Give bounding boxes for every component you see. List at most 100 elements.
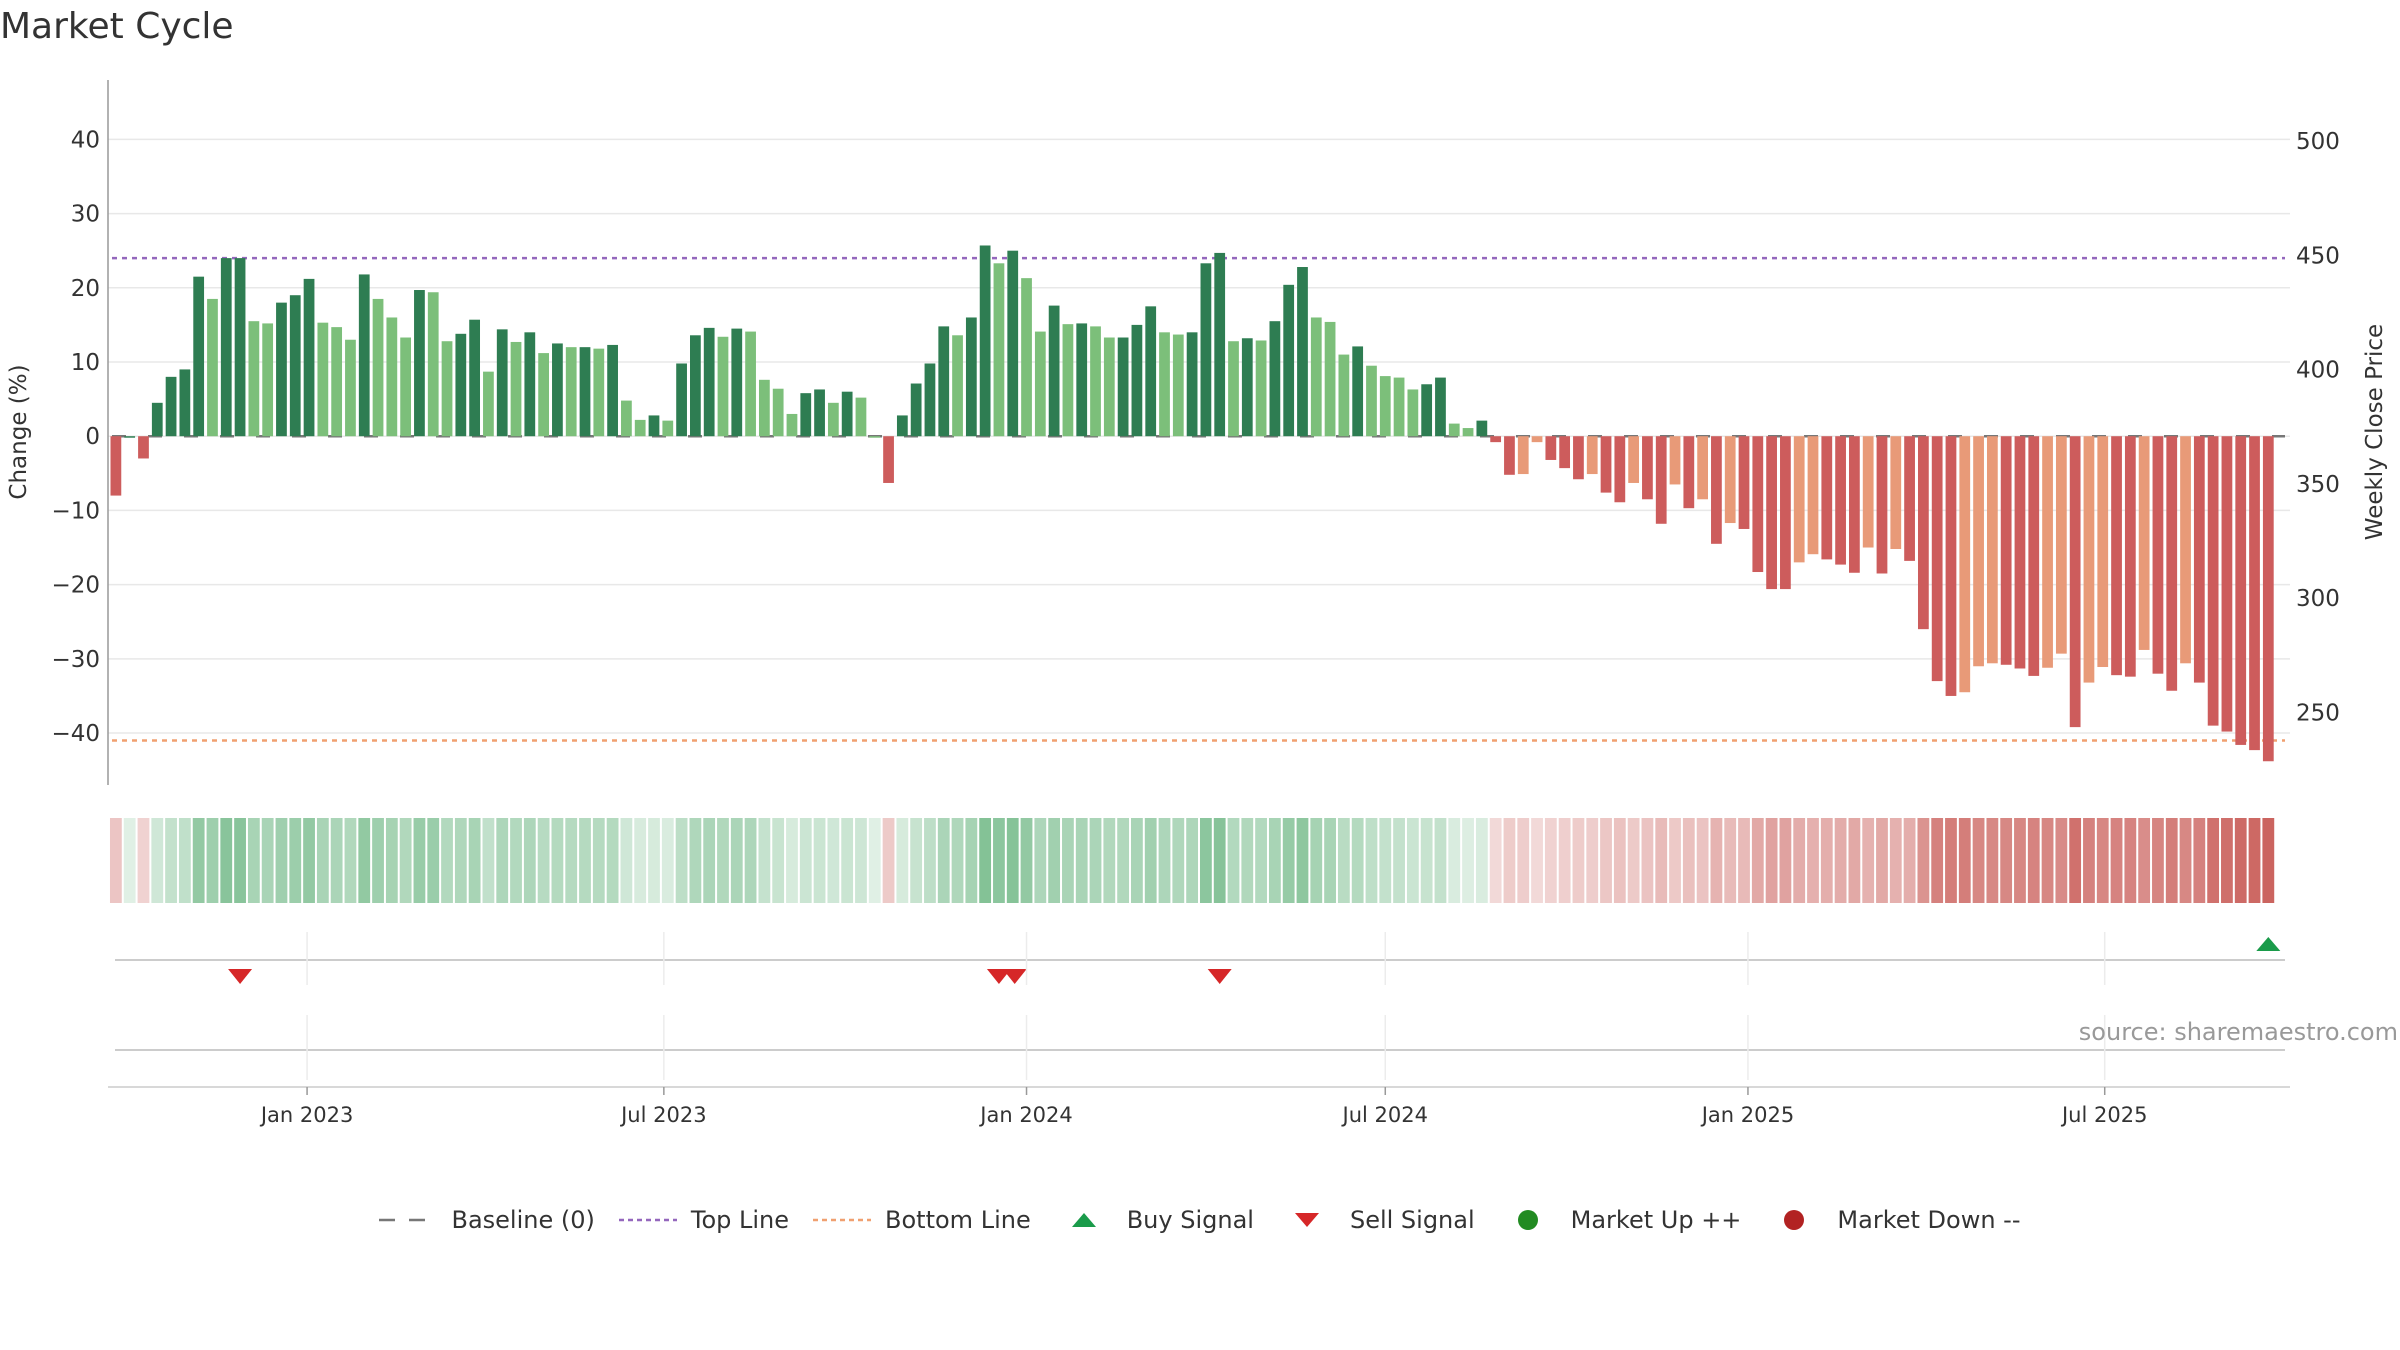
heat-cell bbox=[1434, 818, 1447, 903]
heat-cell bbox=[1406, 818, 1419, 903]
circle-red-icon bbox=[1765, 1208, 1823, 1232]
legend-label: Top Line bbox=[690, 1206, 790, 1234]
heat-cell bbox=[1475, 818, 1488, 903]
heat-cell bbox=[109, 818, 122, 903]
heat-cell bbox=[468, 818, 481, 903]
bar bbox=[2083, 436, 2095, 683]
heat-cell bbox=[2262, 818, 2275, 903]
heat-cell bbox=[1462, 818, 1474, 903]
bar bbox=[469, 319, 481, 437]
heat-cell bbox=[2152, 818, 2164, 903]
heat-cell bbox=[427, 818, 440, 903]
heat-cell bbox=[924, 818, 936, 903]
bar bbox=[2097, 436, 2109, 668]
heat-cell bbox=[2234, 818, 2247, 903]
heat-cell bbox=[482, 818, 495, 903]
heat-cell bbox=[2083, 818, 2095, 903]
heat-cell bbox=[2110, 818, 2123, 903]
heat-cell bbox=[1158, 818, 1171, 903]
bar bbox=[1159, 332, 1170, 437]
heat-cell bbox=[2221, 818, 2233, 903]
bar bbox=[1062, 324, 1074, 437]
heat-cell bbox=[1696, 818, 1709, 903]
y-tick-label: 10 bbox=[71, 350, 100, 376]
bar bbox=[510, 341, 522, 437]
bar bbox=[1724, 436, 1736, 524]
y-tick-label: −10 bbox=[51, 498, 100, 524]
heat-cell bbox=[1337, 818, 1350, 903]
heat-cell bbox=[1131, 818, 1143, 903]
y2-tick-label: 250 bbox=[2296, 701, 2340, 727]
dash-line-icon bbox=[379, 1208, 438, 1232]
bar bbox=[1876, 436, 1888, 574]
heat-cell bbox=[1006, 818, 1019, 903]
heat-cell bbox=[1848, 818, 1861, 903]
heat-cell bbox=[1544, 818, 1557, 903]
bar bbox=[372, 298, 384, 437]
bar bbox=[1669, 436, 1681, 485]
bar bbox=[1421, 384, 1433, 437]
bar bbox=[938, 326, 950, 437]
heat-cell bbox=[137, 818, 150, 903]
bar bbox=[124, 436, 136, 438]
heat-cell bbox=[399, 818, 412, 903]
bar bbox=[2000, 436, 2012, 665]
bar bbox=[151, 402, 163, 437]
bar bbox=[1642, 436, 1653, 500]
bar bbox=[579, 347, 591, 437]
y-tick-label: −30 bbox=[51, 647, 100, 673]
heat-cell bbox=[413, 818, 426, 903]
bar bbox=[2014, 436, 2026, 669]
heat-cell bbox=[2096, 818, 2109, 903]
heat-cell bbox=[178, 818, 191, 903]
heat-cell bbox=[1613, 818, 1626, 903]
bar bbox=[1531, 436, 1543, 443]
heat-cell bbox=[510, 818, 522, 903]
heat-cell bbox=[1903, 818, 1916, 903]
heat-cell bbox=[965, 818, 978, 903]
heat-cell bbox=[1558, 818, 1571, 903]
heat-cell bbox=[1641, 818, 1654, 903]
y-tick-label: 0 bbox=[85, 424, 100, 450]
signal-panel bbox=[115, 937, 2285, 984]
heat-cell bbox=[2165, 818, 2178, 903]
y-tick-label: 20 bbox=[71, 276, 100, 302]
bar bbox=[1573, 436, 1584, 480]
y-tick-label: −40 bbox=[51, 721, 100, 747]
heat-cell bbox=[1820, 818, 1833, 903]
bar bbox=[234, 258, 246, 437]
heat-cell bbox=[289, 818, 302, 903]
bar bbox=[1172, 334, 1184, 437]
heat-cell bbox=[234, 818, 246, 903]
bar bbox=[248, 321, 260, 437]
bar bbox=[648, 415, 660, 437]
x-tick-label: Jan 2025 bbox=[1700, 1103, 1795, 1127]
sell-signal-marker bbox=[228, 969, 253, 984]
bar bbox=[2166, 436, 2178, 691]
legend-label: Buy Signal bbox=[1126, 1206, 1254, 1234]
heat-cell bbox=[1531, 818, 1543, 903]
heat-cell bbox=[2069, 818, 2082, 903]
heat-cell bbox=[1627, 818, 1640, 903]
heat-cell bbox=[1834, 818, 1847, 903]
bar bbox=[1655, 436, 1667, 524]
heat-cell bbox=[2248, 818, 2261, 903]
legend-item: Market Down -- bbox=[1765, 1206, 2021, 1234]
heat-cell bbox=[2000, 818, 2013, 903]
heat-cell bbox=[1324, 818, 1336, 903]
bar bbox=[731, 328, 743, 437]
axis-layer: 40 30 20 10 0 −10 −20 −30 −40 500 450 400 350 300 250 bbox=[51, 80, 2340, 785]
circle-green-icon bbox=[1499, 1208, 1557, 1232]
heat-cell bbox=[744, 818, 757, 903]
bar bbox=[717, 336, 729, 437]
heat-cell bbox=[261, 818, 274, 903]
heat-cell bbox=[1669, 818, 1681, 903]
heat-cell bbox=[882, 818, 895, 903]
bar bbox=[1890, 436, 1902, 550]
bar bbox=[1338, 354, 1350, 437]
heat-cell bbox=[868, 818, 881, 903]
heat-cell bbox=[1255, 818, 1267, 903]
heat-cell bbox=[689, 818, 702, 903]
legend-item: Sell Signal bbox=[1278, 1206, 1475, 1234]
bar bbox=[1807, 436, 1819, 555]
